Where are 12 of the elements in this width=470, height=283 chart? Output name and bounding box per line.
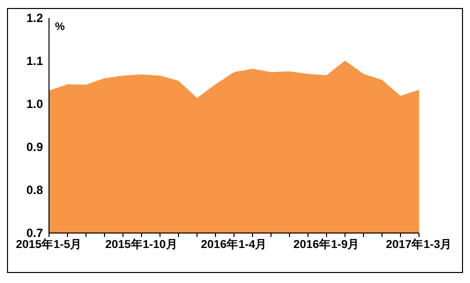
x-tick-label: 2017年1-3月	[386, 237, 452, 252]
y-tick-label: 0.8	[26, 182, 44, 197]
x-tick-label: 2016年1-4月	[200, 237, 268, 252]
x-tick-label: 2015年1-10月	[105, 237, 178, 252]
x-tick-label: 2016年1-9月	[293, 237, 360, 252]
x-tick-label: 2015年1-5月	[16, 237, 82, 252]
y-axis-title: %	[55, 21, 65, 33]
y-tick-label: 1.0	[26, 96, 44, 111]
y-tick-label: 1.2	[26, 10, 44, 25]
y-tick-label: 1.1	[26, 54, 44, 68]
y-tick-label: 0.9	[26, 140, 44, 154]
y-tick-label: 0.7	[26, 226, 44, 240]
